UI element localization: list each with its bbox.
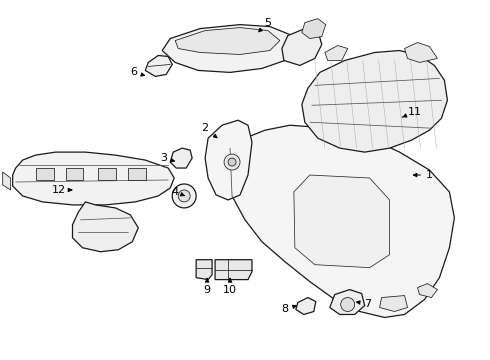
Polygon shape — [330, 289, 365, 315]
Circle shape — [341, 298, 355, 311]
Circle shape — [172, 184, 196, 208]
Text: 4: 4 — [172, 187, 184, 197]
Polygon shape — [205, 120, 252, 200]
Polygon shape — [417, 284, 438, 298]
Polygon shape — [302, 19, 326, 39]
Text: 8: 8 — [281, 305, 296, 315]
Polygon shape — [215, 260, 252, 280]
Polygon shape — [196, 260, 212, 280]
Polygon shape — [66, 168, 83, 180]
Text: 12: 12 — [51, 185, 72, 195]
Text: 3: 3 — [160, 153, 174, 163]
Polygon shape — [282, 28, 322, 66]
Circle shape — [228, 158, 236, 166]
Polygon shape — [36, 168, 53, 180]
Polygon shape — [2, 172, 11, 190]
Polygon shape — [128, 168, 147, 180]
Polygon shape — [170, 148, 192, 168]
Circle shape — [224, 154, 240, 170]
Polygon shape — [13, 152, 174, 205]
Polygon shape — [145, 55, 172, 76]
Text: 1: 1 — [414, 170, 433, 180]
Text: 11: 11 — [402, 107, 421, 117]
Polygon shape — [302, 50, 447, 152]
Polygon shape — [98, 168, 116, 180]
Text: 5: 5 — [259, 18, 271, 32]
Polygon shape — [226, 125, 454, 318]
Polygon shape — [405, 42, 438, 62]
Text: 10: 10 — [223, 279, 237, 294]
Polygon shape — [296, 298, 316, 315]
Polygon shape — [325, 45, 348, 60]
Text: 9: 9 — [203, 279, 211, 294]
Circle shape — [178, 190, 190, 202]
Text: 6: 6 — [130, 67, 145, 77]
Polygon shape — [294, 175, 390, 268]
Polygon shape — [73, 202, 138, 252]
Polygon shape — [162, 24, 295, 72]
Polygon shape — [175, 28, 280, 54]
Text: 7: 7 — [357, 298, 371, 309]
Text: 2: 2 — [201, 123, 217, 138]
Polygon shape — [380, 296, 408, 311]
